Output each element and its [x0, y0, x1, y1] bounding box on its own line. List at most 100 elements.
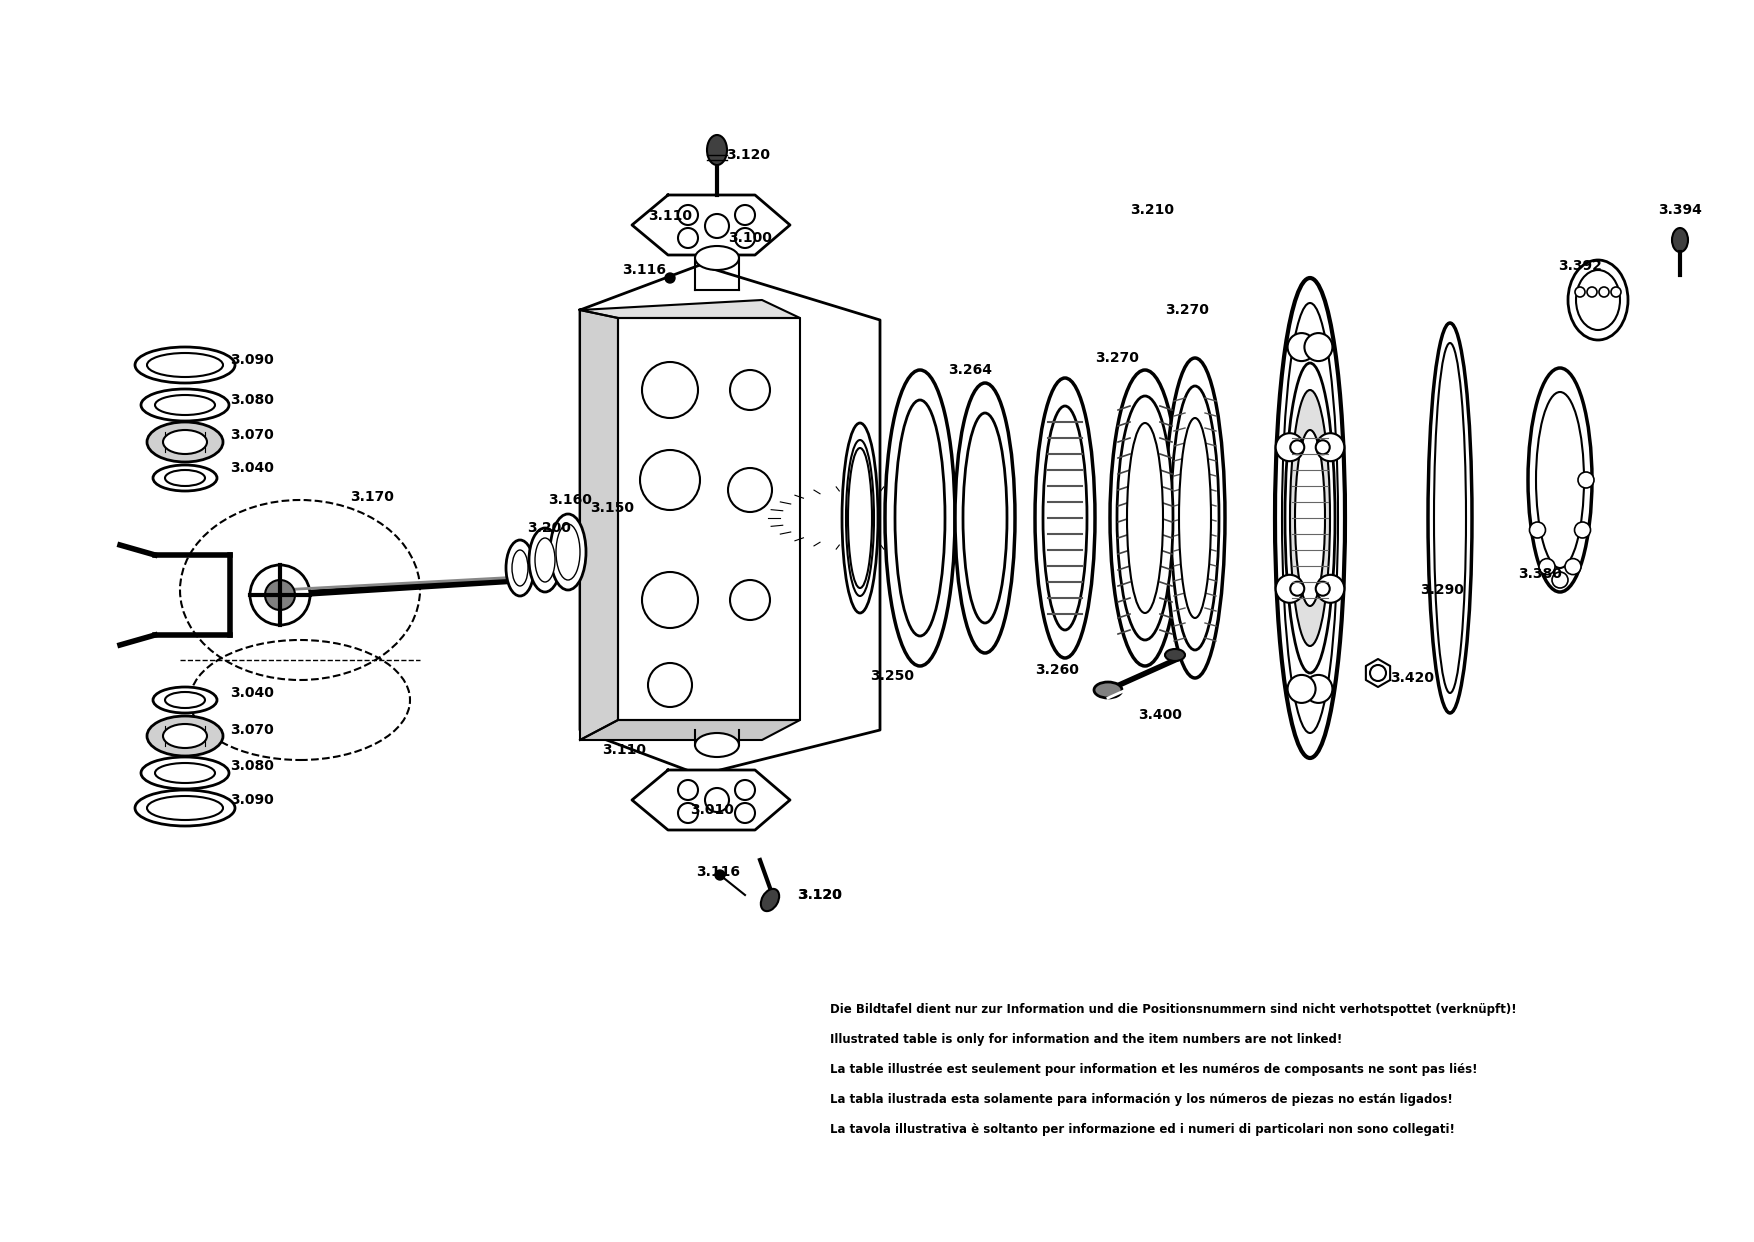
- Text: La table illustrée est seulement pour information et les numéros de composants n: La table illustrée est seulement pour in…: [830, 1063, 1477, 1077]
- Ellipse shape: [1294, 430, 1324, 606]
- Text: 3.392: 3.392: [1558, 260, 1601, 273]
- Text: Illustrated table is only for information and the item numbers are not linked!: Illustrated table is only for informatio…: [830, 1033, 1342, 1047]
- Ellipse shape: [163, 430, 207, 455]
- Circle shape: [679, 229, 698, 248]
- Circle shape: [642, 573, 698, 628]
- Circle shape: [1287, 333, 1316, 361]
- Circle shape: [730, 580, 770, 620]
- Ellipse shape: [153, 687, 217, 713]
- Text: 3.210: 3.210: [1130, 202, 1173, 217]
- Circle shape: [265, 580, 295, 610]
- Circle shape: [1529, 522, 1545, 538]
- Ellipse shape: [153, 465, 217, 491]
- Ellipse shape: [707, 135, 726, 165]
- Circle shape: [1291, 581, 1305, 596]
- Text: 3.110: 3.110: [647, 209, 693, 224]
- Ellipse shape: [695, 733, 738, 758]
- Circle shape: [679, 804, 698, 823]
- Ellipse shape: [1179, 419, 1210, 619]
- Text: 3.394: 3.394: [1658, 202, 1701, 217]
- Polygon shape: [617, 318, 800, 720]
- Circle shape: [1275, 575, 1303, 602]
- Ellipse shape: [140, 758, 230, 789]
- Circle shape: [1610, 287, 1621, 297]
- Polygon shape: [581, 301, 800, 318]
- Ellipse shape: [505, 540, 533, 596]
- Text: Die Bildtafel dient nur zur Information und die Positionsnummern sind nicht verh: Die Bildtafel dient nur zur Information …: [830, 1004, 1517, 1016]
- Ellipse shape: [556, 524, 581, 580]
- Circle shape: [647, 663, 693, 707]
- Text: 3.250: 3.250: [870, 669, 914, 683]
- Circle shape: [730, 370, 770, 410]
- Text: 3.170: 3.170: [351, 491, 395, 504]
- Ellipse shape: [165, 469, 205, 486]
- Ellipse shape: [154, 395, 216, 415]
- Text: 3.264: 3.264: [947, 363, 993, 378]
- Text: 3.270: 3.270: [1165, 303, 1209, 317]
- Text: 3.090: 3.090: [230, 792, 274, 807]
- Ellipse shape: [1537, 392, 1584, 568]
- Text: 3.040: 3.040: [230, 461, 274, 474]
- Circle shape: [1575, 522, 1591, 538]
- Circle shape: [1305, 333, 1333, 361]
- Ellipse shape: [1282, 303, 1338, 733]
- Circle shape: [1316, 581, 1330, 596]
- Ellipse shape: [1528, 368, 1593, 592]
- Circle shape: [679, 205, 698, 225]
- Ellipse shape: [1165, 650, 1186, 661]
- Ellipse shape: [1568, 260, 1628, 340]
- Circle shape: [1579, 472, 1594, 488]
- Circle shape: [251, 565, 310, 625]
- Text: 3.270: 3.270: [1094, 351, 1138, 365]
- Ellipse shape: [512, 550, 528, 586]
- Circle shape: [735, 205, 754, 225]
- Text: 3.120: 3.120: [726, 148, 770, 161]
- Ellipse shape: [1289, 390, 1330, 646]
- Text: 3.070: 3.070: [230, 428, 274, 442]
- Ellipse shape: [530, 528, 561, 592]
- Ellipse shape: [535, 538, 554, 582]
- Circle shape: [705, 214, 730, 238]
- Circle shape: [1291, 441, 1305, 455]
- Text: 3.260: 3.260: [1035, 663, 1079, 677]
- Polygon shape: [1366, 660, 1391, 687]
- Text: 3.380: 3.380: [1517, 568, 1561, 581]
- Ellipse shape: [147, 422, 223, 462]
- Text: 3.110: 3.110: [602, 743, 645, 758]
- Ellipse shape: [954, 383, 1016, 653]
- Circle shape: [1316, 441, 1330, 455]
- Ellipse shape: [1094, 682, 1123, 698]
- Text: 3.420: 3.420: [1389, 671, 1435, 686]
- Ellipse shape: [695, 246, 738, 270]
- Circle shape: [1600, 287, 1608, 297]
- Text: 3.040: 3.040: [230, 686, 274, 700]
- Polygon shape: [581, 720, 800, 740]
- Text: La tabla ilustrada esta solamente para información y los números de piezas no es: La tabla ilustrada esta solamente para i…: [830, 1093, 1452, 1107]
- Circle shape: [705, 787, 730, 812]
- Circle shape: [1587, 287, 1596, 297]
- Text: 3.150: 3.150: [589, 501, 633, 515]
- Ellipse shape: [163, 724, 207, 748]
- Ellipse shape: [147, 715, 223, 756]
- Circle shape: [1316, 433, 1344, 461]
- Ellipse shape: [154, 763, 216, 782]
- Circle shape: [735, 229, 754, 248]
- Text: 3.010: 3.010: [689, 804, 733, 817]
- Ellipse shape: [1286, 363, 1335, 673]
- Polygon shape: [631, 770, 789, 830]
- Circle shape: [1370, 664, 1386, 681]
- Ellipse shape: [761, 889, 779, 912]
- Text: 3.090: 3.090: [230, 353, 274, 366]
- Text: 3.120: 3.120: [798, 888, 842, 902]
- Ellipse shape: [886, 370, 954, 666]
- Ellipse shape: [1035, 378, 1094, 658]
- Circle shape: [1305, 674, 1333, 703]
- Text: 3.080: 3.080: [230, 759, 274, 773]
- Text: 3.400: 3.400: [1138, 708, 1182, 722]
- Text: 3.080: 3.080: [230, 392, 274, 407]
- Text: 3.100: 3.100: [728, 231, 772, 245]
- Ellipse shape: [895, 400, 945, 636]
- Circle shape: [728, 468, 772, 512]
- Circle shape: [735, 780, 754, 800]
- Text: 3.160: 3.160: [547, 493, 591, 507]
